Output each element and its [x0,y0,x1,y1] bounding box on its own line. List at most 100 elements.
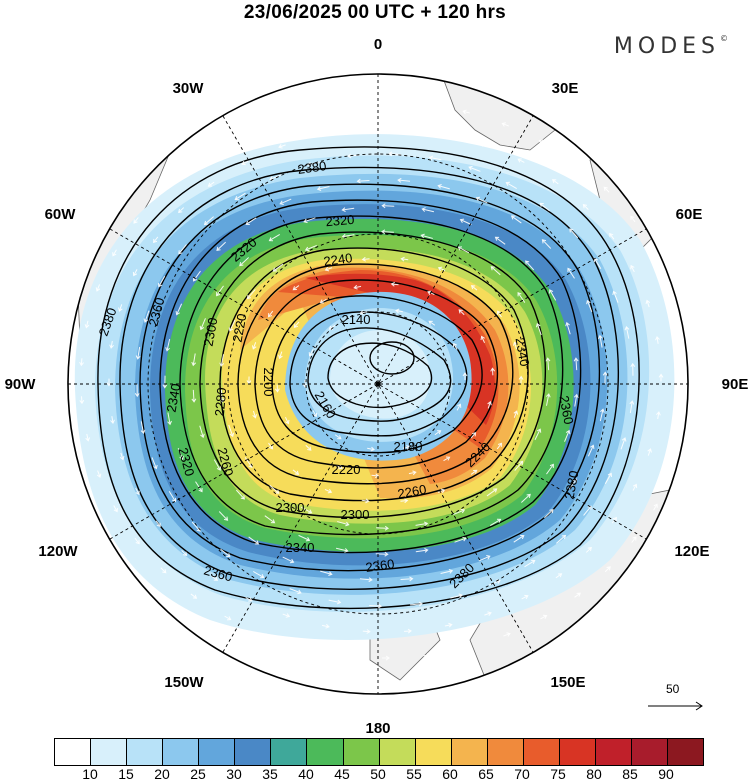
wind-arrow [303,217,316,224]
wind-arrow [79,358,84,367]
colorbar-swatch [91,739,128,765]
wind-arrow [160,567,167,574]
contour-label: 2300 [201,316,221,347]
wind-arrow [282,556,295,564]
wind-arrow [248,536,260,545]
contour-label-text: 2360 [557,394,577,425]
latitude-circle-70 [227,233,529,535]
colorbar-tick-label: 65 [478,766,494,782]
wind-arrow [292,285,300,291]
wind-arrow [317,132,326,138]
lon-label-0: 0 [374,36,382,53]
wind-arrow [259,123,267,128]
wind-arrow [669,468,675,476]
wind-arrow [132,269,138,277]
wind-arrow [395,308,403,314]
contour-label-text: 2360 [365,556,396,575]
wind-arrow [517,291,526,303]
wind-arrow [609,232,615,240]
wind-arrow [486,488,498,497]
contour-label: 2380 [562,469,582,500]
wind-arrow [428,155,442,161]
contour-label: 2220 [332,462,361,477]
wind-arrow [178,207,185,214]
wind-arrow [334,434,342,440]
meridian-150 [222,115,534,653]
wind-arrow [135,346,141,360]
contour-label-text: 2180 [394,439,423,454]
wind-arrow [112,249,117,257]
wind-arrow [380,229,394,235]
wind-arrow [428,320,436,326]
wind-arrow [458,309,465,316]
wind-arrow [224,615,232,621]
colorbar-tick-label: 85 [622,766,638,782]
contour-label: 2280 [212,387,229,417]
wind-arrow [380,99,388,105]
wind-arrow [572,161,580,167]
wind-arrow [167,412,172,426]
wind-arrow [84,320,90,329]
wind-arrow [470,285,478,291]
wind-arrow [353,284,362,290]
wind-arrow [324,266,333,272]
wind-arrow [630,264,635,273]
wind-arrow [573,357,579,371]
wind-arrow [655,336,660,344]
wind-arrow [470,432,477,439]
lon-label-120w: 120W [38,543,78,560]
wind-arrow [284,417,290,425]
wind-arrow [464,645,472,650]
wind-arrow [278,351,283,360]
wind-arrow [272,263,284,272]
colorbar-swatch [307,739,344,765]
colorbar-tick-label: 55 [406,766,422,782]
wind-arrow [153,236,159,244]
contour-label: 2360 [146,296,168,328]
wind-arrow [437,488,446,494]
wind-arrow [518,375,524,384]
wind-arrow [218,511,229,521]
latitude-circle-80 [305,311,451,457]
wind-arrow [316,186,330,191]
wind-arrow [268,234,280,242]
wind-arrow [452,342,458,350]
colorbar-swatch [451,739,488,765]
meridian-30 [222,115,534,653]
colorbar-swatch [559,739,596,765]
contour-label-text: 2300 [341,507,370,522]
colorbar-swatch [632,739,669,765]
wind-arrow [110,416,115,424]
wind-arrow [538,139,546,145]
brand-mark: © [720,34,728,43]
wind-arrow [583,505,592,516]
wind-arrow [376,525,390,531]
wind-arrow [356,178,370,184]
wind-arrow [404,628,412,634]
polar-map: 2380 2320 2320 2240 2380 2360 2300 2220 2140 2340… [5,36,749,735]
contour-label: 2220 [230,312,250,343]
wind-arrow [359,310,368,315]
wind-vectors [79,99,688,661]
colorbar-swatch [343,739,380,765]
wind-arrow [251,342,257,350]
wind-arrow [400,256,409,262]
colorbar-swatch [235,739,272,765]
contour-label-text: 2340 [286,540,315,555]
wind-arrow [462,109,470,115]
contour-label: 2260 [214,446,236,478]
wind-arrow [369,603,383,609]
wind-arrow [457,246,470,254]
wind-arrow [546,463,554,475]
wind-arrow [253,571,265,579]
wind-arrow [410,601,423,607]
wind-arrow [524,559,536,568]
contour-label-text: 2240 [323,250,354,269]
contour-label: 2200 [261,368,276,397]
wind-arrow [582,204,589,210]
wind-arrow [282,613,291,618]
lon-label-60w: 60W [45,206,77,223]
wind-arrow [421,207,435,213]
wind-arrow [216,241,227,252]
wind-arrow [159,187,166,194]
